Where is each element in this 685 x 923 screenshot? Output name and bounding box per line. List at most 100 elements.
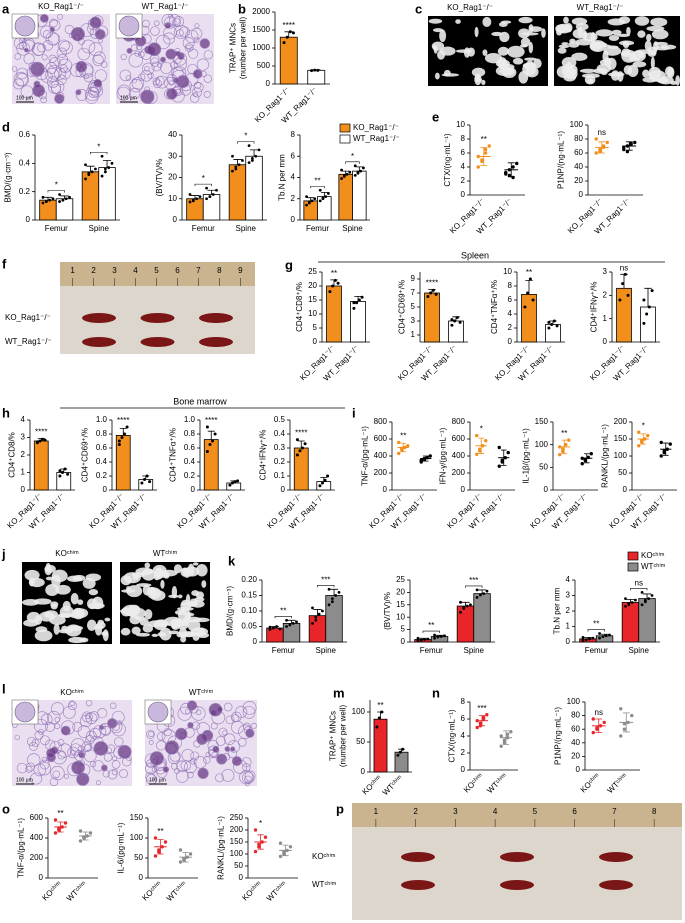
- trabecula: [72, 574, 86, 582]
- cell: [157, 62, 163, 68]
- y-tick-label: 0.4: [19, 158, 31, 167]
- data-point: [637, 444, 641, 448]
- data-point: [458, 320, 462, 324]
- y-tick-label: 4: [566, 575, 571, 584]
- data-point: [58, 469, 62, 473]
- y-tick-label: 1: [21, 468, 26, 477]
- cell: [89, 16, 102, 29]
- y-tick-label: 0: [361, 767, 366, 776]
- error-bar: [249, 149, 259, 157]
- error-bar: [662, 442, 669, 456]
- data-point: [353, 173, 357, 177]
- data-point: [476, 165, 480, 169]
- data-point: [236, 479, 240, 483]
- y-tick-label: 25: [308, 267, 317, 276]
- data-point: [419, 638, 423, 642]
- data-point: [241, 159, 244, 162]
- bone-sample: [599, 852, 633, 862]
- x-tick-label: WTᶜʰⁱᵐ: [606, 771, 630, 795]
- y-tick-label: 8: [461, 697, 466, 706]
- significance: ****: [295, 429, 307, 438]
- y-tick-label: 6: [461, 714, 466, 723]
- cell: [241, 771, 255, 784]
- x-tick-label: Spine: [629, 646, 650, 655]
- image-caption: KOᶜʰⁱᵐ: [55, 549, 79, 558]
- y-tick-label: 15: [396, 600, 405, 609]
- data-point: [626, 293, 630, 297]
- trabecula: [617, 71, 624, 82]
- x-tick-label: WTᶜʰⁱᵐ: [381, 773, 405, 797]
- data-point: [117, 443, 121, 446]
- cell: [193, 36, 200, 43]
- data-point: [205, 197, 208, 201]
- trabecula: [187, 619, 201, 632]
- cell: [77, 725, 91, 738]
- data-point: [41, 195, 45, 199]
- data-point: [499, 734, 503, 738]
- trabecula: [533, 58, 542, 69]
- cell: [111, 710, 125, 724]
- section-title: Spleen: [461, 250, 489, 260]
- cell: [184, 43, 194, 52]
- trabecula: [595, 29, 614, 37]
- data-point: [645, 312, 649, 316]
- trabecula: [131, 572, 145, 578]
- cell: [186, 771, 194, 779]
- cell: [85, 735, 95, 745]
- y-axis-label: CD4⁺IFNγ⁺/%: [590, 282, 599, 333]
- y-tick-label: 0: [576, 765, 581, 774]
- trabecula: [569, 38, 576, 44]
- bar: [325, 595, 343, 643]
- data-point: [580, 462, 584, 466]
- data-point: [317, 612, 321, 616]
- data-point: [642, 321, 646, 325]
- cell: [250, 722, 257, 729]
- data-point: [334, 594, 338, 597]
- data-point: [163, 840, 168, 844]
- significance-bracket: [587, 629, 605, 632]
- cell: [40, 96, 48, 104]
- trabecula: [177, 594, 183, 599]
- y-tick-label: 150: [230, 837, 244, 846]
- data-point: [140, 481, 144, 485]
- y-axis-label: (BV/TV)/%: [383, 592, 392, 630]
- data-point: [321, 609, 324, 613]
- cell: [180, 702, 192, 715]
- data-point: [397, 440, 401, 445]
- cell: [145, 762, 157, 775]
- trabecula: [651, 29, 669, 40]
- panel-label: a: [2, 1, 10, 16]
- cell: [42, 30, 52, 39]
- data-point: [301, 446, 305, 450]
- trabecula: [642, 69, 650, 78]
- data-point: [314, 618, 318, 622]
- significance: **: [400, 432, 406, 441]
- data-point: [228, 483, 232, 487]
- x-tick-label: KOᶜʰⁱᵐ: [240, 879, 263, 902]
- data-point: [311, 622, 314, 625]
- trabecula: [136, 583, 152, 587]
- y-tick-label: 30: [168, 151, 177, 160]
- error-bar: [583, 636, 593, 639]
- cell: [100, 764, 108, 772]
- data-point: [375, 725, 379, 729]
- data-point: [621, 282, 625, 286]
- cell: [221, 768, 235, 782]
- cell: [103, 752, 113, 762]
- trabecula: [439, 29, 447, 43]
- y-axis-label: BMD/(g·cm⁻³): [3, 152, 12, 202]
- cell: [208, 745, 220, 757]
- data-point: [291, 31, 295, 35]
- data-point: [88, 831, 93, 835]
- y-tick-label: 600: [452, 434, 466, 443]
- significance: *: [55, 181, 58, 190]
- cell: [41, 54, 48, 61]
- data-point: [401, 747, 405, 751]
- trabecula: [44, 610, 58, 619]
- data-point: [153, 836, 158, 840]
- data-point: [288, 845, 293, 849]
- cell: [111, 768, 119, 776]
- y-tick-label: 100: [535, 440, 549, 449]
- data-point: [87, 171, 91, 175]
